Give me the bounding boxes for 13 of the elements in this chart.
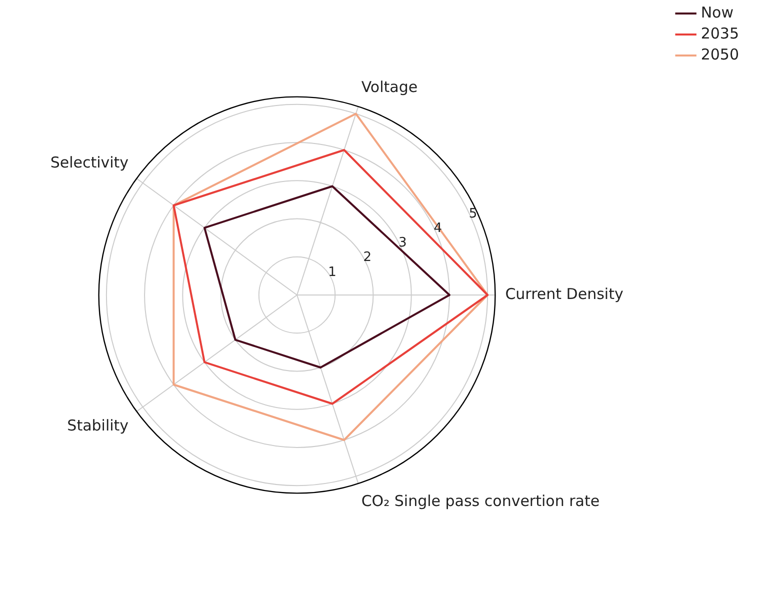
spoke-label: Stability <box>67 416 129 434</box>
y-tick-label: 4 <box>434 221 442 236</box>
spoke-label: Voltage <box>361 78 418 96</box>
spoke-label: CO₂ Single pass convertion rate <box>361 492 600 510</box>
y-tick-label: 3 <box>398 236 407 251</box>
legend-label: 2050 <box>700 45 740 64</box>
y-tick-label: 2 <box>363 250 372 266</box>
legend-label: 2035 <box>700 24 740 42</box>
spoke-label: Selectivity <box>50 154 129 172</box>
spoke-label: Current Density <box>505 284 624 303</box>
legend-label: Now <box>700 3 734 22</box>
y-tick-label: 1 <box>328 264 336 280</box>
y-tick-label: 5 <box>468 206 478 222</box>
